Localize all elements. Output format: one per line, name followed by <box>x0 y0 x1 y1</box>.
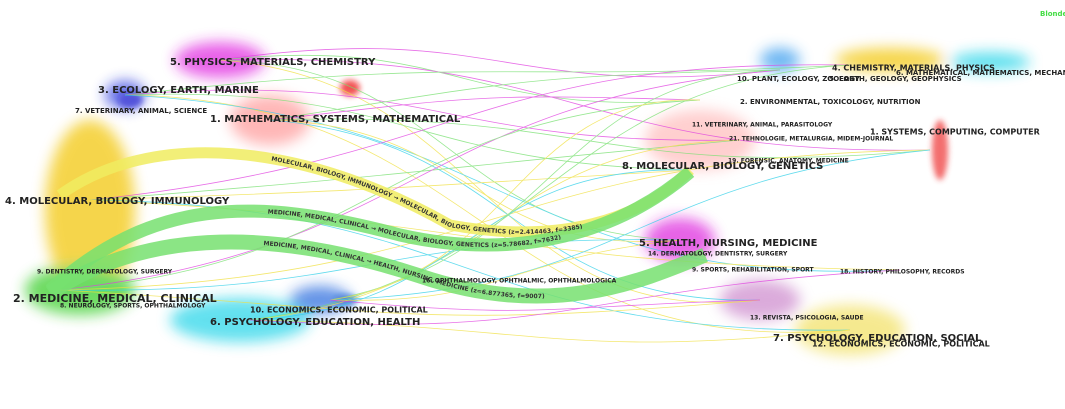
citation-link <box>59 149 931 291</box>
citation-link <box>219 54 701 103</box>
node-label: 2. ENVIRONMENTAL, TOXICOLOGY, NUTRITION <box>740 98 921 106</box>
citation-link <box>269 119 761 301</box>
node-label: 3. ECOLOGY, EARTH, MARINE <box>98 85 259 96</box>
node-label: 5. HEALTH, NURSING, MEDICINE <box>639 238 818 249</box>
node-label: 5. PHYSICS, MATERIALS, CHEMISTRY <box>170 57 376 68</box>
citation-link <box>329 99 701 301</box>
node-label: 18. HISTORY, PHILOSOPHY, RECORDS <box>840 269 965 276</box>
citation-link <box>124 93 691 171</box>
citation-link <box>124 94 901 272</box>
node-label: 9. SPORTS, REHABILITATION, SPORT <box>692 267 815 274</box>
legend: Blondel <box>1040 10 1065 18</box>
node-label: 8. MOLECULAR, BIOLOGY, GENETICS <box>622 161 823 172</box>
node-label: 7. PSYCHOLOGY, EDUCATION, SOCIAL <box>773 333 982 344</box>
citation-link <box>89 139 741 201</box>
node-label: 21. TEHNOLOGIE, METALURGIA, MIDEM-JOURNA… <box>729 136 893 143</box>
link <box>45 167 695 295</box>
major-links <box>45 147 708 304</box>
node-label: 5. EARTH, GEOLOGY, GEOPHYSICS <box>829 75 962 83</box>
node-label: 7. VETERINARY, ANIMAL, SCIENCE <box>75 107 207 115</box>
node-label: 4. MOLECULAR, BIOLOGY, IMMUNOLOGY <box>5 196 230 207</box>
node-label: 10. ECONOMICS, ECONOMIC, POLITICAL <box>250 306 428 315</box>
citation-link <box>219 59 761 303</box>
citation-link <box>269 96 701 121</box>
citation-link <box>269 119 681 242</box>
citation-link <box>249 269 901 325</box>
node-label: 16. OPHTHALMOLOGY, OPHTHALMIC, OPHTHALMO… <box>422 278 617 285</box>
node-label: 6. PSYCHOLOGY, EDUCATION, HEALTH <box>210 317 420 328</box>
citation-link <box>59 289 761 316</box>
node-label: 14. DERMATOLOGY, DENTISTRY, SURGERY <box>648 251 788 258</box>
citation-link <box>59 69 781 291</box>
link <box>45 234 708 304</box>
node-label: 9. DENTISTRY, DERMATOLOGY, SURGERY <box>37 269 173 276</box>
node-label: 6. MATHEMATICAL, MATHEMATICS, MECHANICS <box>896 69 1065 77</box>
node-label: 8. NEUROLOGY, SPORTS, OPHTHALMOLOGY <box>60 303 206 310</box>
citation-link <box>124 64 851 96</box>
node-label: 4. CHEMISTRY, MATERIALS, PHYSICS <box>832 64 995 73</box>
citation-link <box>249 64 851 321</box>
node-label: 13. REVISTA, PSICOLOGIA, SAUDE <box>750 315 864 322</box>
citation-link <box>124 89 741 141</box>
citation-link <box>89 64 851 201</box>
citation-link <box>219 48 781 78</box>
node-label: 11. VETERINARY, ANIMAL, PARASITOLOGY <box>692 122 833 129</box>
citation-link <box>89 169 691 201</box>
citation-link <box>269 118 931 158</box>
citation-link <box>269 69 781 121</box>
node-label: 19. FORENSIC, ANATOMY, MEDICINE <box>728 158 849 165</box>
node-label: 1. SYSTEMS, COMPUTING, COMPUTER <box>870 128 1040 137</box>
node-label: 1. MATHEMATICS, SYSTEMS, MATHEMATICAL <box>210 114 461 125</box>
citation-link <box>219 58 931 151</box>
node-label: 12. ECONOMICS, ECONOMIC, POLITICAL <box>812 340 990 349</box>
citation-link <box>329 239 681 301</box>
node-label: 10. PLANT, ECOLOGY, ZOOLOGY <box>737 75 861 83</box>
node-label: 2. MEDICINE, MEDICAL, CLINICAL <box>13 292 217 305</box>
citation-link <box>329 299 761 311</box>
citation-link <box>249 319 851 343</box>
